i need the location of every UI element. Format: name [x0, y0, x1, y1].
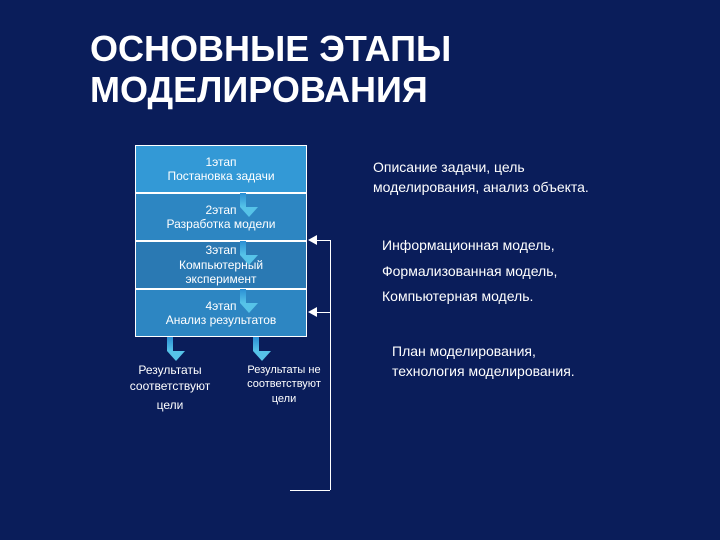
stage-1-box: 1этап Постановка задачи: [135, 145, 307, 193]
page-title: ОСНОВНЫЕ ЭТАПЫ МОДЕЛИРОВАНИЯ: [90, 28, 451, 111]
desc-2: Информационная модель, Формализованная м…: [382, 236, 612, 307]
stage-3-line1: 3этап: [205, 243, 236, 257]
split-arrows: [135, 337, 307, 363]
title-line1: ОСНОВНЫЕ ЭТАПЫ: [90, 28, 451, 69]
stage-2-line1: 2этап: [205, 203, 236, 217]
feedback-line-top1: [316, 240, 330, 241]
feedback-line-vertical: [330, 240, 331, 490]
feedback-arrowhead-2: [308, 307, 317, 317]
title-line2: МОДЕЛИРОВАНИЯ: [90, 69, 451, 110]
stage-1-line1: 1этап: [205, 155, 236, 169]
stage-2-line2: Разработка модели: [167, 217, 276, 231]
feedback-arrowhead-1: [308, 235, 317, 245]
feedback-line-top2: [316, 312, 330, 313]
stage-4-line2: Анализ результатов: [166, 313, 277, 327]
flowchart: 1этап Постановка задачи 2этап Разработка…: [135, 145, 345, 414]
desc-3: План моделирования, технология моделиров…: [392, 342, 582, 381]
desc-1: Описание задачи, цель моделирования, ана…: [373, 158, 603, 197]
stage-4-line1: 4этап: [205, 299, 236, 313]
stage-3-box: 3этап Компьютерный эксперимент: [135, 241, 307, 289]
feedback-line-bottom: [290, 490, 330, 491]
stage-3-line3: эксперимент: [185, 272, 256, 286]
result-left: Результаты соответствуют цели: [115, 363, 225, 414]
result-right: Результаты не соответствуют цели: [229, 363, 339, 414]
stage-4-box: 4этап Анализ результатов: [135, 289, 307, 337]
stage-2-box: 2этап Разработка модели: [135, 193, 307, 241]
results-row: Результаты соответствуют цели Результаты…: [115, 363, 345, 414]
stage-1-line2: Постановка задачи: [167, 169, 274, 183]
